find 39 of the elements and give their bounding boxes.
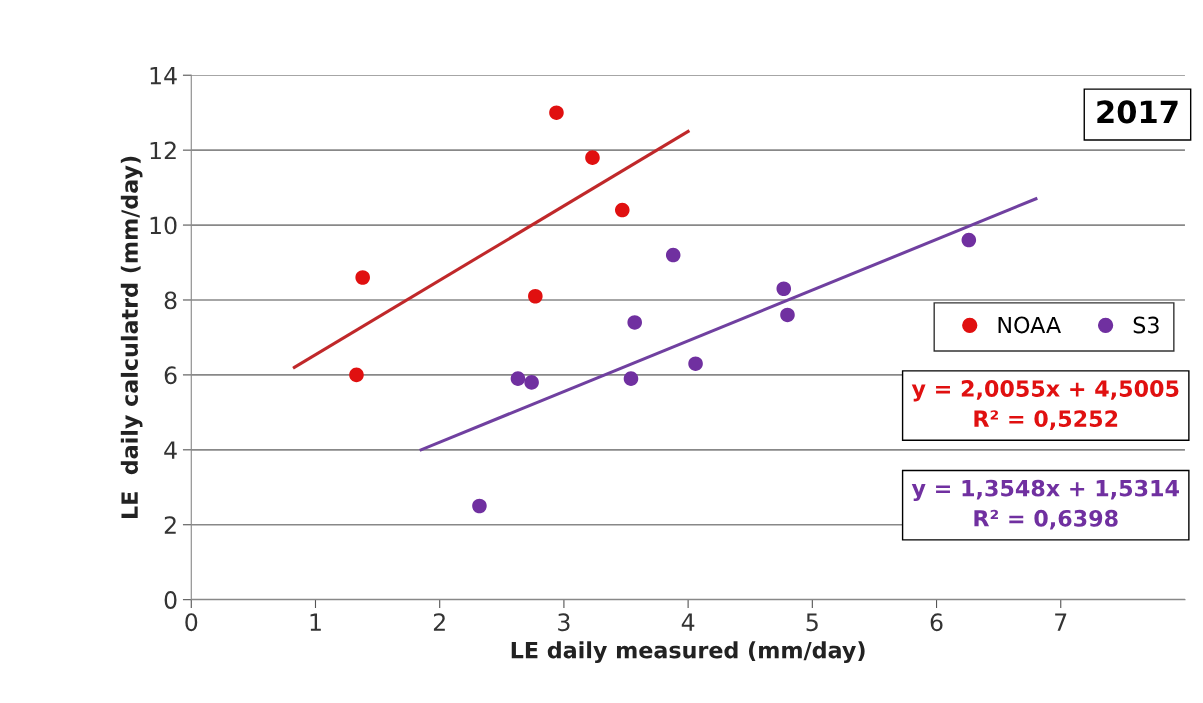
x-tick-label: 6 — [930, 613, 943, 632]
x-tick-label: 0 — [185, 613, 198, 632]
point — [776, 281, 792, 297]
point — [355, 270, 370, 285]
point — [528, 288, 543, 304]
y-tick-label: 10 — [150, 216, 177, 235]
point — [472, 498, 487, 514]
x-tick-label: 2 — [433, 613, 445, 631]
x-tick-label: 3 — [558, 613, 570, 632]
point — [627, 315, 642, 330]
x-tick-label: 5 — [806, 613, 818, 632]
point — [615, 202, 630, 218]
y-tick-label: 2 — [164, 516, 176, 534]
y-tick-label: 8 — [164, 291, 177, 310]
point — [623, 371, 639, 386]
legend-label: S3 — [1133, 316, 1159, 334]
point — [349, 367, 364, 383]
x-tick-label: 7 — [1055, 613, 1067, 631]
y-tick-label: 0 — [164, 591, 177, 609]
annotation: y = 2,0055x + 4,5005 R² = 0,5252 — [911, 380, 1179, 430]
annotation: y = 1,3548x + 1,5314 R² = 0,6398 — [911, 479, 1179, 530]
legend-label: NOAA — [998, 316, 1061, 334]
y-tick-label: 14 — [150, 66, 177, 85]
point — [961, 232, 977, 248]
point — [585, 150, 600, 165]
point — [524, 375, 539, 390]
annotation: 2017 — [1097, 100, 1178, 124]
y-tick-label: 4 — [164, 441, 177, 459]
y-tick-label: 12 — [150, 141, 176, 160]
point — [510, 371, 526, 386]
point — [688, 356, 703, 371]
point — [549, 105, 564, 120]
y-tick-label: 6 — [164, 366, 177, 385]
x-tick-label: 4 — [681, 613, 695, 631]
y-axis-title: LE daily calculatrd (mm/day) — [120, 156, 143, 519]
x-axis-title: LE daily measured (mm/day) — [511, 641, 865, 663]
point — [780, 307, 795, 323]
x-tick-label: 1 — [310, 613, 321, 631]
point — [665, 247, 681, 263]
